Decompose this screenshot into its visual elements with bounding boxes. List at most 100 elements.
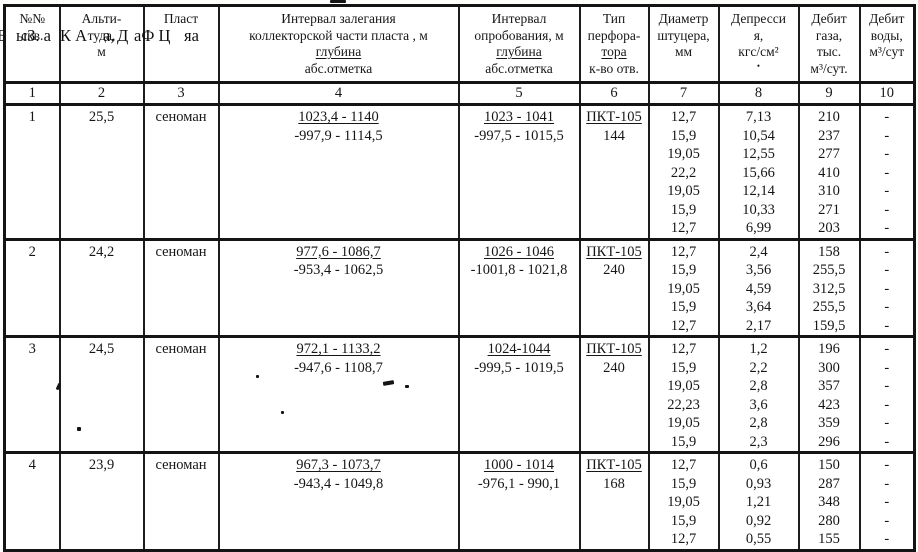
- cell-altitude: 23,9: [58, 451, 145, 551]
- cell-line: 1024-1044: [487, 341, 551, 357]
- header-line: кгс/см²: [738, 44, 779, 59]
- header-line: Пласт: [163, 11, 199, 26]
- cell-line: 359: [818, 415, 840, 431]
- cell-line: 15,9: [670, 127, 697, 144]
- column-number: 4: [217, 81, 460, 106]
- cell-interval-bedding: 1023,4 - 1140 -997,9 - 1114,5: [217, 103, 460, 240]
- cell-interval-testing: 1024-1044 -999,5 - 1019,5: [457, 335, 581, 454]
- header-depression: Депресси я, кгс/см² •: [717, 4, 800, 84]
- cell-line: 237: [818, 127, 840, 144]
- header-interval-testing: Интервал опробования, м глубина абс.отме…: [457, 4, 581, 84]
- header-line: Тип: [602, 11, 626, 26]
- cell-line: 12,7: [670, 109, 697, 125]
- cell-line: сеноман: [155, 341, 207, 357]
- cell-line: ПКТ-105: [586, 109, 642, 125]
- header-choke-diameter: Диаметр штуцера, мм: [647, 4, 720, 84]
- cell-line: -: [884, 359, 890, 376]
- cell-line: 1026 - 1046: [483, 243, 555, 260]
- cell-line: 159,5: [812, 317, 846, 334]
- column-numbers-row: 1 2 3 4 5 6 7 8 9 10: [3, 81, 916, 106]
- column-number: 7: [647, 81, 720, 106]
- header-line: глубина: [496, 44, 542, 59]
- cell-line: 19,05: [667, 280, 700, 297]
- cell-line: -: [884, 201, 890, 218]
- cell-line: -: [884, 220, 890, 236]
- cell-choke-diameters: 12,7 15,9 19,05 22,23 19,05 15,9: [647, 335, 720, 454]
- cell-line: 12,7: [670, 341, 697, 357]
- cell-line: 15,9: [670, 201, 697, 218]
- cell-line: 0,92: [745, 512, 772, 529]
- cell-line: 1000 - 1014: [483, 457, 555, 473]
- cell-gas-rates: 196 300 357 423 359 296: [797, 335, 861, 454]
- cell-line: 15,9: [670, 475, 697, 492]
- cell-line: -: [884, 127, 890, 144]
- cell-depressions: 1,2 2,2 2,8 3,6 2,8 2,3: [717, 335, 800, 454]
- cell-line: -: [884, 183, 890, 199]
- header-line: коллекторской части пласта , м: [249, 27, 428, 43]
- cell-line: 25,5: [88, 109, 115, 125]
- header-line: Дебит: [869, 11, 905, 26]
- cell-depressions: 0,6 0,93 1,21 0,92 0,55: [717, 451, 800, 551]
- header-line: воды,: [870, 27, 903, 43]
- cell-line: 19,05: [667, 183, 700, 199]
- header-line: мм: [674, 44, 693, 59]
- header-perforator-type: Тип перфора- тора к-во отв.: [578, 4, 650, 84]
- cell-line: -: [884, 396, 890, 413]
- cell-line: 348: [818, 494, 840, 510]
- cell-line: 972,1 - 1133,2: [296, 341, 381, 357]
- cell-water-rates: - - - - - - -: [858, 103, 916, 240]
- cell-line: ПКТ-105: [586, 457, 642, 473]
- cell-line: 312,5: [812, 280, 846, 297]
- header-line: Альти-: [81, 11, 122, 26]
- cell-line: 15,9: [670, 299, 697, 315]
- cell-line: 210: [818, 109, 840, 125]
- cell-line: 155: [818, 531, 840, 547]
- cell-line: 1,21: [745, 494, 772, 510]
- cell-line: -: [884, 475, 890, 492]
- cell-line: 3: [28, 341, 36, 357]
- cell-line: -: [884, 512, 890, 529]
- cell-line: сеноман: [155, 457, 207, 473]
- cell-line: 977,6 - 1086,7: [296, 243, 381, 260]
- cell-perforator: ПКТ-105 240: [578, 237, 650, 338]
- column-numbers-row-group: 1 2 3 4 5 6 7 8 9 10: [3, 81, 916, 106]
- cell-line: 255,5: [812, 299, 846, 315]
- cell-water-rates: - - - - -: [858, 451, 916, 551]
- cell-line: 0,93: [745, 475, 772, 492]
- cell-line: сеноман: [155, 109, 207, 125]
- table-row: 3 24,5 сеноман 972,1 - 1133,2 -947,6 - 1108,…: [3, 335, 916, 454]
- header-line: я,: [753, 27, 764, 43]
- cell-line: 423: [818, 396, 840, 413]
- cell-interval-testing: 1026 - 1046 -1001,8 - 1021,8: [457, 237, 581, 338]
- header-line: опробования, м: [474, 27, 564, 43]
- cell-interval-bedding: 967,3 - 1073,7 -943,4 - 1049,8: [217, 451, 460, 551]
- cell-line: 357: [818, 378, 840, 394]
- cell-line: -: [884, 341, 890, 357]
- header-bullet-mark: •: [756, 60, 761, 71]
- header-line: Депресси: [731, 11, 786, 26]
- cell-line: 168: [603, 475, 625, 492]
- cell-line: 19,05: [667, 146, 700, 162]
- cell-line: 12,7: [670, 220, 697, 236]
- cell-line: 310: [818, 183, 840, 199]
- cell-line: 2,17: [745, 317, 772, 334]
- cell-line: 12,14: [742, 183, 775, 199]
- cell-well-number: 1: [3, 103, 61, 240]
- cell-line: -: [884, 109, 890, 125]
- data-table: №№ скв. Альти- туда, м Пласт Интервал за…: [3, 4, 916, 552]
- cell-interval-testing: 1023 - 1041 -997,5 - 1015,5: [457, 103, 581, 240]
- cell-line: -997,5 - 1015,5: [474, 127, 564, 144]
- cell-line: 150: [818, 457, 840, 473]
- cell-line: -: [884, 433, 890, 450]
- header-line: глубина: [315, 44, 362, 59]
- header-line: Интервал: [491, 11, 547, 26]
- header-line: тора: [601, 44, 627, 59]
- cell-choke-diameters: 12,7 15,9 19,05 22,2 19,05 15,9 12,7: [647, 103, 720, 240]
- cell-altitude: 24,2: [58, 237, 145, 338]
- header-line: абс.отметка: [304, 60, 373, 76]
- cell-line: 144: [603, 127, 625, 144]
- header-line: Диаметр: [658, 11, 709, 26]
- scan-speck: [77, 427, 81, 431]
- cell-line: 6,99: [745, 220, 772, 236]
- cell-line: 240: [603, 262, 625, 278]
